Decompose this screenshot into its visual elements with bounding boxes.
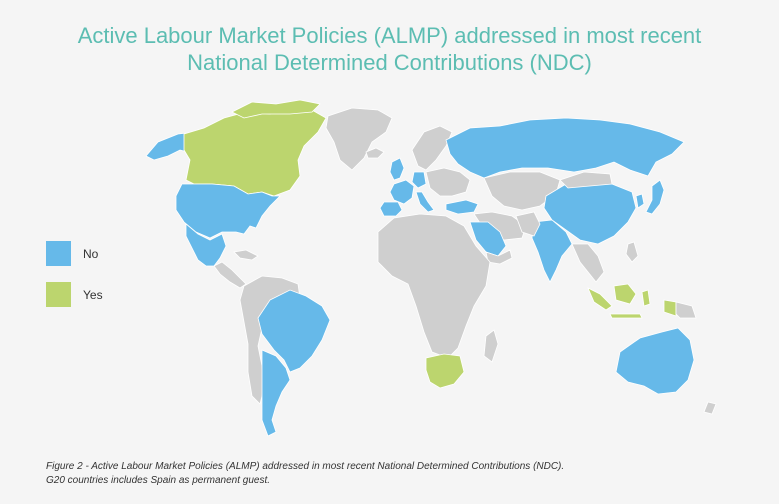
central-america [213, 261, 247, 289]
caption-line-1: Figure 2 - Active Labour Market Policies… [46, 461, 565, 472]
southeast-asia [571, 243, 605, 283]
country-indonesia-borneo [613, 283, 637, 305]
papua-new-guinea [675, 301, 697, 319]
mongolia [559, 171, 613, 189]
map-title-line-1: Active Labour Market Policies (ALMP) add… [77, 23, 702, 48]
country-germany [411, 171, 427, 189]
map-title: Active Labour Market Policies (ALMP) add… [0, 22, 779, 76]
legend-swatch-yes [46, 282, 71, 307]
country-argentina [261, 349, 291, 437]
country-italy [415, 191, 435, 213]
country-united-kingdom [389, 157, 405, 181]
country-south-africa [425, 353, 465, 389]
country-brazil [257, 289, 331, 373]
map-title-line-2: National Determined Contributions (NDC) [187, 50, 592, 75]
country-south-korea [635, 193, 645, 209]
country-indonesia-sulawesi [641, 289, 651, 307]
new-zealand [703, 401, 717, 415]
country-turkey [445, 199, 479, 215]
country-france [389, 179, 415, 205]
country-india [531, 219, 573, 283]
country-indonesia-papua [663, 299, 677, 317]
canada-arctic-islands [231, 99, 321, 119]
legend-label-no: No [83, 246, 99, 261]
europe-other [425, 167, 471, 197]
country-canada [183, 107, 327, 197]
country-indonesia-java [609, 313, 643, 319]
country-australia [615, 327, 695, 395]
country-russia [445, 117, 685, 179]
greenland [325, 107, 393, 171]
caribbean [233, 249, 259, 261]
country-saudi-arabia [469, 221, 507, 257]
legend-item-yes: Yes [46, 282, 103, 307]
legend-label-yes: Yes [83, 287, 103, 302]
madagascar [483, 329, 499, 363]
scandinavia [411, 125, 453, 171]
south-asia-other [515, 211, 541, 237]
country-indonesia [587, 287, 613, 311]
legend-item-no: No [46, 241, 98, 266]
legend-swatch-no [46, 241, 71, 266]
africa-other [377, 213, 491, 359]
figure-caption: Figure 2 - Active Labour Market Policies… [46, 460, 564, 488]
philippines [625, 241, 639, 263]
country-mexico [185, 223, 227, 267]
iceland [365, 147, 385, 159]
caption-line-2: G20 countries includes Spain as permanen… [46, 475, 271, 486]
country-spain [379, 201, 403, 217]
country-japan [645, 179, 665, 215]
